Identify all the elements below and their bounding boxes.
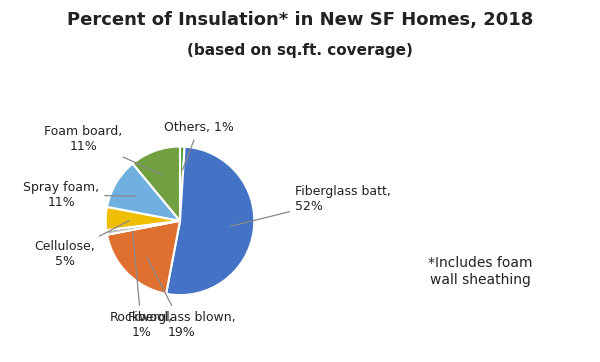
Text: *Includes foam
wall sheathing: *Includes foam wall sheathing [428,256,532,287]
Wedge shape [133,147,180,221]
Wedge shape [166,147,254,295]
Text: Others, 1%: Others, 1% [164,121,233,170]
Text: (based on sq.ft. coverage): (based on sq.ft. coverage) [187,43,413,58]
Text: Fiberglass batt,
52%: Fiberglass batt, 52% [230,185,391,226]
Text: Cellulose,
5%: Cellulose, 5% [34,220,129,268]
Text: Rockwool,
1%: Rockwool, 1% [110,231,173,339]
Wedge shape [106,221,180,235]
Wedge shape [106,207,180,230]
Text: Foam board,
11%: Foam board, 11% [44,125,161,174]
Text: Fiberglass blown,
19%: Fiberglass blown, 19% [128,257,235,339]
Text: Percent of Insulation* in New SF Homes, 2018: Percent of Insulation* in New SF Homes, … [67,11,533,29]
Text: Spray foam,
11%: Spray foam, 11% [23,181,136,209]
Wedge shape [180,147,185,221]
Wedge shape [107,221,180,294]
Wedge shape [107,164,180,221]
